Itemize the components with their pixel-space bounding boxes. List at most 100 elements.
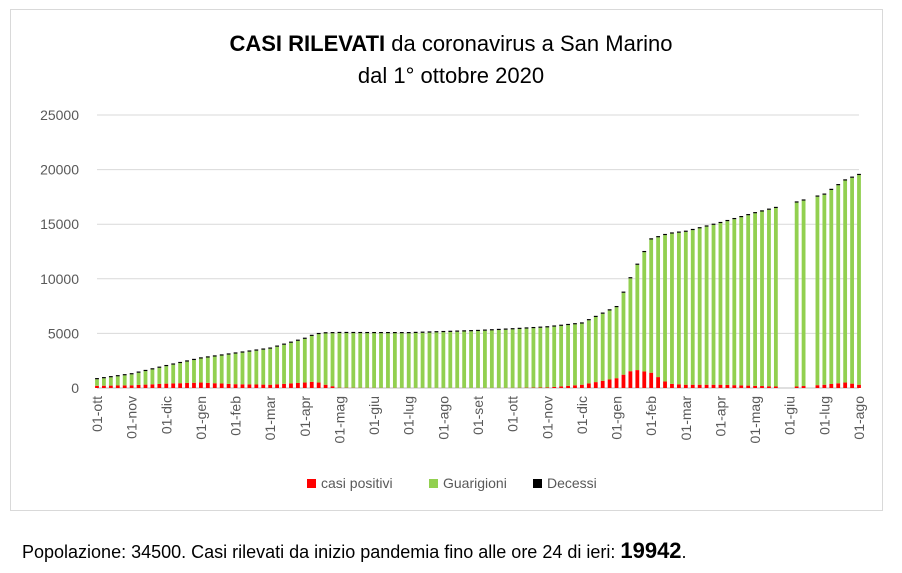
bar-guarigioni	[586, 320, 591, 384]
bar-guarigioni	[642, 252, 647, 372]
bar-guarigioni	[441, 332, 446, 388]
bar-decessi	[150, 368, 155, 370]
y-axis-ticks: 25000 20000 15000 10000 5000 0	[40, 107, 79, 396]
bar-guarigioni	[850, 177, 854, 384]
bar-casi-positivi	[302, 382, 307, 388]
y-tick-label: 20000	[40, 162, 79, 178]
bar-guarigioni	[656, 237, 661, 378]
x-tick-label: 01-giu	[782, 396, 798, 435]
bar-casi-positivi	[164, 383, 169, 388]
bar-decessi	[489, 329, 494, 331]
bar-decessi	[268, 347, 273, 349]
bar-guarigioni	[663, 235, 667, 382]
bar-guarigioni	[614, 307, 619, 379]
bar-decessi	[746, 214, 751, 216]
bar-guarigioni	[309, 335, 314, 382]
bar-decessi	[441, 330, 446, 333]
bar-casi-positivi	[219, 383, 224, 388]
bar-guarigioni	[413, 333, 418, 388]
bar-guarigioni	[302, 338, 307, 383]
bar-casi-positivi	[850, 383, 854, 388]
bar-guarigioni	[857, 175, 861, 385]
x-tick-label: 01-nov	[539, 396, 555, 439]
x-tick-label: 01-lug	[816, 396, 832, 435]
bar-guarigioni	[538, 327, 543, 388]
bar-decessi	[483, 329, 487, 331]
bar-decessi	[663, 233, 667, 236]
bar-casi-positivi	[614, 378, 619, 388]
bar-guarigioni	[836, 185, 841, 384]
bar-decessi	[635, 263, 640, 265]
bar-decessi	[628, 277, 633, 279]
bar-casi-positivi	[815, 385, 820, 388]
bar-casi-positivi	[663, 381, 667, 388]
bar-guarigioni	[261, 349, 266, 385]
bar-guarigioni	[545, 327, 550, 388]
bar-decessi	[552, 325, 557, 327]
bars	[95, 173, 861, 388]
bar-guarigioni	[496, 330, 501, 388]
bar-decessi	[399, 332, 404, 334]
bar-decessi	[455, 330, 460, 332]
bar-casi-positivi	[316, 382, 321, 388]
bar-guarigioni	[732, 219, 737, 386]
bar-casi-positivi	[115, 385, 120, 388]
bar-decessi	[136, 371, 141, 373]
bar-casi-positivi	[822, 384, 827, 388]
bar-decessi	[517, 327, 522, 329]
bar-decessi	[226, 353, 231, 355]
bar-casi-positivi	[829, 384, 834, 388]
bar-guarigioni	[704, 226, 709, 385]
y-tick-label: 15000	[40, 216, 79, 232]
bar-decessi	[697, 227, 702, 229]
bar-guarigioni	[448, 331, 453, 388]
bar-decessi	[670, 232, 674, 234]
bar-decessi	[760, 210, 764, 212]
legend-label: Guarigioni	[443, 475, 507, 491]
legend-swatch	[429, 479, 438, 488]
bar-decessi	[247, 350, 252, 352]
bar-guarigioni	[330, 333, 335, 387]
bar-guarigioni	[171, 364, 176, 384]
bar-decessi	[476, 329, 480, 332]
bar-casi-positivi	[725, 384, 730, 388]
bar-guarigioni	[531, 328, 536, 388]
bar-decessi	[143, 369, 148, 372]
x-tick-label: 01-feb	[643, 396, 659, 436]
bar-casi-positivi	[760, 386, 764, 388]
bar-casi-positivi	[289, 383, 293, 388]
bar-guarigioni	[254, 350, 259, 385]
bar-guarigioni	[143, 371, 148, 385]
bar-decessi	[212, 355, 217, 357]
bar-guarigioni	[483, 330, 487, 388]
chart-frame: CASI RILEVATI da coronavirus a San Marin…	[10, 9, 883, 511]
bar-decessi	[261, 348, 266, 350]
bar-decessi	[275, 345, 280, 347]
y-tick-label: 5000	[48, 325, 79, 341]
bar-decessi	[164, 364, 169, 367]
bar-guarigioni	[379, 333, 383, 388]
bar-guarigioni	[503, 329, 508, 388]
footer-suffix: .	[681, 542, 687, 562]
bar-decessi	[178, 361, 183, 364]
bar-decessi	[732, 217, 737, 220]
bar-decessi	[683, 230, 688, 232]
bar-casi-positivi	[226, 383, 231, 388]
bar-decessi	[302, 337, 307, 339]
bar-casi-positivi	[670, 383, 674, 388]
bar-casi-positivi	[95, 385, 99, 388]
bar-decessi	[379, 331, 383, 334]
legend-swatch	[307, 479, 316, 488]
bar-casi-positivi	[732, 385, 737, 388]
bar-casi-positivi	[676, 384, 681, 388]
bar-guarigioni	[559, 325, 564, 387]
bar-guarigioni	[711, 224, 716, 385]
bar-guarigioni	[815, 196, 820, 386]
footer-total: 19942	[620, 538, 682, 563]
bar-decessi	[122, 374, 127, 376]
bar-casi-positivi	[690, 384, 695, 388]
bar-decessi	[815, 195, 820, 197]
bar-guarigioni	[337, 333, 342, 388]
bar-guarigioni	[420, 332, 425, 388]
bar-guarigioni	[351, 333, 356, 388]
